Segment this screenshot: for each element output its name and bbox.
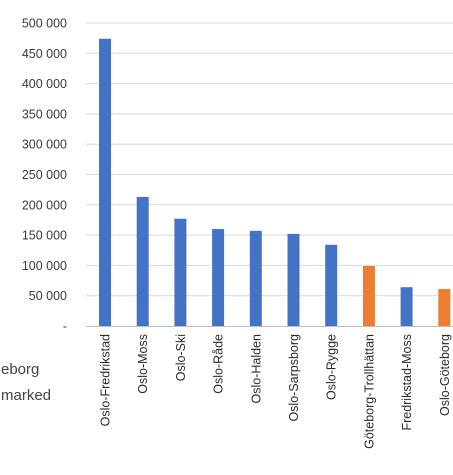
side-text-fragment: eborg marked	[1, 361, 51, 404]
y-tick-label: 150 000	[22, 229, 67, 243]
y-tick-label: 450 000	[22, 47, 67, 61]
x-category-label: Oslo-Råde	[212, 334, 226, 394]
x-category-label: Oslo-Fredrikstad	[99, 334, 113, 426]
y-tick-label: 100 000	[22, 259, 67, 273]
bar-oslo-sarpsborg	[287, 233, 300, 326]
x-category-label: Oslo-Rygge	[325, 334, 339, 400]
x-category-label: Oslo-Moss	[136, 334, 150, 394]
y-tick-label: 500 000	[22, 17, 67, 31]
y-tick-label: 300 000	[22, 138, 67, 152]
side-text-line-2: marked	[1, 387, 51, 404]
bar-oslo-halden	[249, 230, 262, 326]
bar-fredrikstad-moss	[400, 287, 413, 326]
x-category-label: Oslo-Göteborg	[438, 334, 452, 416]
bars	[99, 38, 451, 326]
x-category-label: Oslo-Ski	[174, 334, 188, 381]
bar-göteborg-trollhättan	[362, 266, 375, 326]
bar-oslo-råde	[212, 229, 225, 326]
bar-oslo-göteborg	[438, 289, 451, 326]
y-tick-label: 200 000	[22, 198, 67, 212]
bar-oslo-ski	[174, 218, 187, 326]
x-category-label: Oslo-Halden	[249, 334, 263, 404]
x-category-label: Göteborg-Trollhättan	[362, 334, 376, 449]
bar-oslo-rygge	[325, 244, 338, 326]
x-category-label: Oslo-Sarpsborg	[287, 334, 301, 422]
y-axis-tick-labels: - 50 000 100 000 150 000 200 000 250 000 300 0…	[22, 17, 67, 334]
y-tick-label: 250 000	[22, 168, 67, 182]
x-axis-category-labels: Oslo-Fredrikstad Oslo-Moss Oslo-Ski Oslo-Rå…	[99, 334, 452, 449]
x-category-label: Fredrikstad-Moss	[400, 334, 414, 431]
bar-oslo-moss	[136, 196, 149, 326]
bar-oslo-fredrikstad	[99, 38, 111, 326]
y-tick-label: -	[63, 320, 67, 334]
y-tick-label: 50 000	[29, 289, 67, 303]
y-tick-label: 400 000	[22, 77, 67, 91]
side-text-line-1: eborg	[1, 361, 39, 378]
y-tick-label: 350 000	[22, 107, 67, 121]
